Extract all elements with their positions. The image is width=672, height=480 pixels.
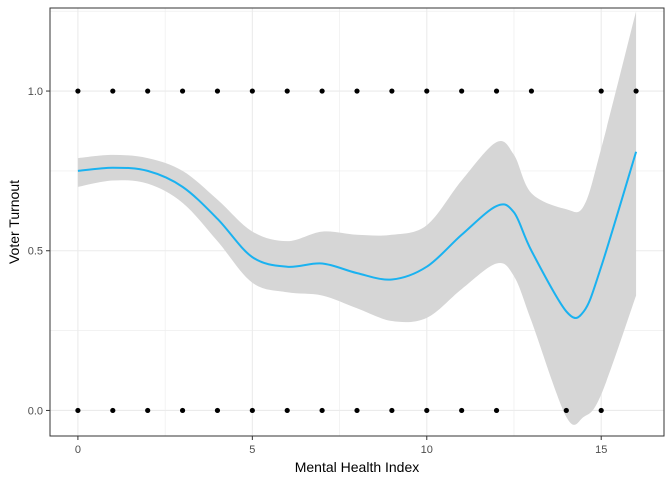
data-point <box>249 88 255 94</box>
data-point <box>319 407 325 414</box>
data-point <box>214 88 221 94</box>
x-tick-label: 10 <box>421 444 433 456</box>
data-point <box>179 88 186 94</box>
y-axis-ticks: 0.0 0.5 1.0 <box>28 86 50 417</box>
x-axis-title: Mental Health Index <box>295 459 420 475</box>
x-axis-ticks: 0 5 10 15 <box>75 436 607 456</box>
data-point <box>75 407 81 414</box>
data-point <box>179 407 186 414</box>
x-tick-label: 0 <box>75 444 81 456</box>
data-point <box>214 407 221 414</box>
data-point <box>493 88 500 94</box>
data-point <box>319 88 325 94</box>
data-point <box>110 88 116 94</box>
data-point <box>389 407 395 414</box>
panel-border <box>49 7 665 437</box>
data-point <box>459 407 465 414</box>
data-point <box>459 88 465 94</box>
data-point <box>424 407 430 414</box>
data-point <box>145 88 151 94</box>
data-point <box>633 88 639 94</box>
data-point <box>528 88 535 94</box>
data-point <box>493 407 500 414</box>
data-point <box>389 88 395 94</box>
data-point <box>284 88 290 94</box>
data-point <box>110 407 116 414</box>
data-point <box>145 407 151 414</box>
y-tick-label: 0.0 <box>28 405 43 417</box>
data-point <box>75 88 81 94</box>
data-point <box>563 407 569 414</box>
data-point <box>598 88 604 94</box>
data-point <box>284 407 290 414</box>
y-tick-label: 0.5 <box>28 246 43 258</box>
x-tick-label: 5 <box>249 444 255 456</box>
data-point <box>354 407 360 414</box>
data-point <box>424 88 430 94</box>
x-tick-label: 15 <box>595 444 607 456</box>
data-points <box>75 88 639 414</box>
data-point <box>249 407 255 414</box>
smooth-line <box>77 151 638 320</box>
confidence-band <box>77 11 637 425</box>
data-point <box>598 407 604 414</box>
y-tick-label: 1.0 <box>28 86 43 98</box>
y-axis-title: Voter Turnout <box>6 180 22 264</box>
data-point <box>354 88 360 94</box>
